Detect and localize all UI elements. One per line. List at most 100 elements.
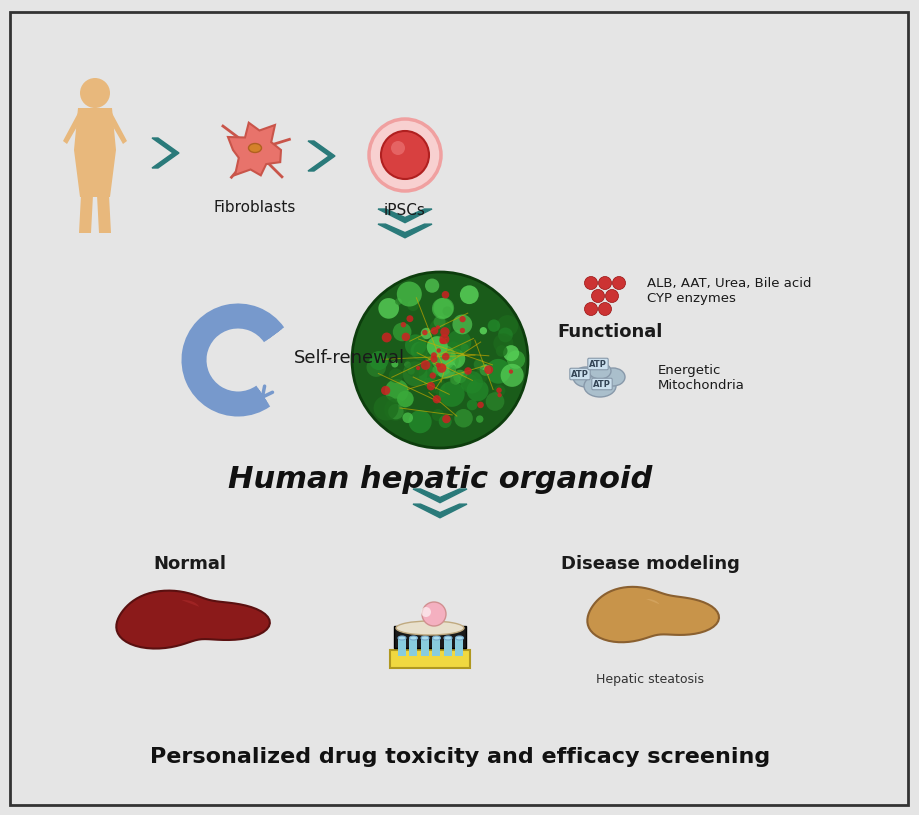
Circle shape (404, 361, 411, 368)
Circle shape (391, 141, 404, 155)
Circle shape (485, 359, 510, 384)
Circle shape (446, 341, 460, 356)
Circle shape (454, 409, 472, 428)
Circle shape (407, 368, 414, 375)
Text: ATP: ATP (593, 380, 610, 389)
Circle shape (408, 410, 431, 434)
Circle shape (445, 349, 465, 368)
Circle shape (598, 276, 611, 289)
Polygon shape (378, 209, 432, 222)
Circle shape (415, 366, 420, 370)
Circle shape (410, 341, 428, 360)
Ellipse shape (248, 143, 261, 152)
Circle shape (404, 355, 426, 377)
Circle shape (459, 316, 465, 322)
Circle shape (438, 381, 464, 407)
Circle shape (431, 360, 440, 370)
Text: ATP: ATP (588, 359, 607, 368)
Circle shape (466, 379, 488, 401)
Circle shape (453, 359, 461, 367)
Polygon shape (455, 638, 463, 656)
Circle shape (426, 349, 452, 374)
Polygon shape (108, 113, 127, 144)
Circle shape (402, 412, 413, 423)
Circle shape (436, 387, 446, 398)
Circle shape (496, 315, 517, 337)
Circle shape (380, 385, 390, 395)
Circle shape (431, 350, 443, 362)
Circle shape (394, 298, 402, 305)
Circle shape (434, 358, 441, 364)
Ellipse shape (600, 368, 624, 386)
Circle shape (477, 402, 483, 408)
Circle shape (433, 297, 454, 319)
Ellipse shape (444, 636, 451, 640)
Circle shape (430, 345, 456, 370)
Polygon shape (96, 195, 111, 233)
Circle shape (396, 281, 422, 306)
Circle shape (384, 379, 408, 403)
Polygon shape (308, 141, 335, 171)
Circle shape (433, 316, 445, 328)
Polygon shape (409, 638, 417, 656)
Circle shape (439, 334, 448, 344)
Polygon shape (398, 638, 405, 656)
Text: Hepatic steatosis: Hepatic steatosis (596, 673, 703, 686)
Circle shape (453, 370, 466, 383)
Circle shape (438, 346, 451, 359)
Circle shape (403, 361, 427, 386)
Circle shape (431, 409, 444, 421)
Circle shape (439, 338, 445, 344)
Circle shape (388, 368, 403, 383)
Circle shape (436, 348, 440, 353)
Circle shape (436, 325, 439, 329)
Circle shape (508, 369, 513, 374)
Text: Disease modeling: Disease modeling (560, 555, 739, 573)
Circle shape (442, 415, 450, 423)
Circle shape (460, 285, 478, 304)
Circle shape (442, 306, 451, 316)
Circle shape (427, 376, 445, 394)
FancyBboxPatch shape (393, 626, 466, 648)
Circle shape (591, 289, 604, 302)
Circle shape (479, 327, 486, 334)
Circle shape (436, 342, 443, 350)
Circle shape (414, 341, 431, 359)
Circle shape (352, 272, 528, 448)
Ellipse shape (409, 636, 417, 640)
Circle shape (420, 328, 432, 339)
Circle shape (584, 276, 596, 289)
Text: Human hepatic organoid: Human hepatic organoid (228, 465, 652, 494)
Circle shape (473, 369, 487, 383)
Text: ATP: ATP (571, 369, 588, 378)
Polygon shape (62, 113, 82, 144)
Circle shape (423, 377, 432, 387)
Circle shape (485, 392, 504, 411)
Circle shape (427, 350, 453, 377)
Circle shape (475, 416, 482, 423)
Circle shape (493, 333, 513, 354)
Circle shape (446, 330, 471, 355)
Circle shape (584, 302, 596, 315)
Circle shape (432, 298, 453, 319)
Circle shape (442, 352, 459, 369)
Polygon shape (378, 224, 432, 238)
Text: ALB, AAT, Urea, Bile acid
CYP enzymes: ALB, AAT, Urea, Bile acid CYP enzymes (646, 277, 811, 305)
Circle shape (388, 404, 403, 420)
Circle shape (391, 360, 398, 368)
Circle shape (466, 399, 477, 410)
Circle shape (430, 327, 437, 335)
Circle shape (448, 364, 456, 372)
Circle shape (452, 315, 471, 334)
Circle shape (422, 330, 427, 335)
Polygon shape (79, 195, 93, 233)
Circle shape (400, 322, 405, 328)
Circle shape (432, 395, 440, 403)
Circle shape (497, 393, 501, 397)
Circle shape (426, 336, 448, 357)
Circle shape (418, 366, 436, 383)
Ellipse shape (573, 367, 598, 387)
Circle shape (437, 363, 446, 372)
Circle shape (422, 602, 446, 626)
Circle shape (494, 385, 505, 396)
